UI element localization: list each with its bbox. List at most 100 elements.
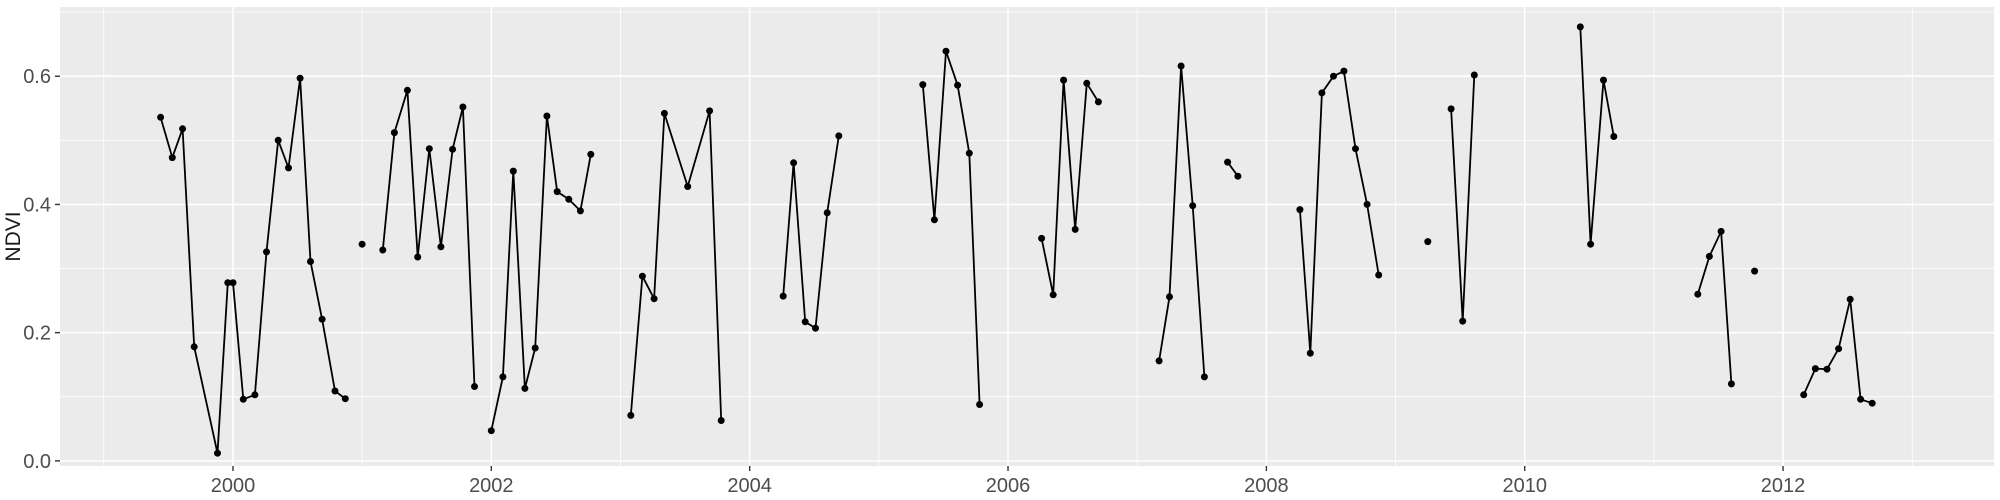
- data-point: [1318, 89, 1326, 97]
- data-point: [229, 279, 237, 287]
- data-point: [331, 387, 339, 395]
- data-point: [1234, 172, 1242, 180]
- data-point: [251, 391, 259, 399]
- data-line-segment: [1579, 25, 1615, 246]
- data-point: [1846, 295, 1854, 303]
- chart-panel: [60, 7, 1994, 466]
- data-point: [471, 383, 478, 390]
- x-tick-label: 2012: [1761, 475, 1806, 497]
- data-point: [576, 207, 584, 215]
- data-line-segment: [490, 115, 592, 432]
- data-point: [1363, 200, 1371, 208]
- data-point: [425, 145, 433, 153]
- data-point: [965, 149, 973, 157]
- data-point: [543, 112, 551, 120]
- data-point: [459, 103, 467, 111]
- data-line-segment: [1040, 79, 1100, 296]
- data-point: [1811, 365, 1819, 373]
- x-tick-label: 2010: [1502, 475, 1547, 497]
- data-point: [812, 324, 819, 332]
- data-point: [1727, 380, 1735, 388]
- data-point: [239, 395, 247, 403]
- data-point: [487, 427, 495, 435]
- data-point: [1038, 234, 1046, 242]
- data-point: [318, 315, 326, 323]
- data-point: [531, 344, 539, 352]
- data-point: [1717, 227, 1725, 235]
- data-point: [1224, 158, 1232, 166]
- data-point: [358, 240, 366, 248]
- data-point: [224, 279, 232, 287]
- data-point: [1083, 79, 1091, 87]
- data-point: [1296, 206, 1304, 214]
- data-point: [684, 183, 692, 190]
- data-point: [499, 373, 507, 381]
- data-point: [390, 129, 398, 137]
- data-point: [341, 395, 349, 403]
- data-point: [660, 109, 668, 117]
- data-point: [553, 188, 561, 196]
- data-point: [263, 248, 270, 256]
- data-point: [1459, 317, 1467, 325]
- data-point: [1189, 202, 1197, 210]
- data-point: [509, 167, 517, 175]
- data-point: [627, 411, 635, 419]
- data-point: [587, 150, 595, 158]
- data-point: [449, 145, 457, 153]
- data-point: [790, 159, 798, 167]
- data-point: [638, 272, 646, 280]
- y-tick-label: 0.4: [23, 194, 51, 216]
- data-point: [930, 216, 938, 224]
- data-line-segment: [921, 50, 981, 406]
- data-point: [717, 417, 725, 424]
- data-point: [835, 132, 843, 140]
- data-point: [1823, 365, 1831, 373]
- y-axis-title: NDVI: [2, 211, 25, 261]
- data-point: [650, 295, 658, 303]
- data-point: [1155, 357, 1163, 365]
- data-point: [1600, 76, 1607, 84]
- data-point: [1177, 62, 1185, 70]
- data-point: [942, 47, 950, 55]
- data-point: [1071, 225, 1079, 233]
- data-point: [307, 258, 314, 265]
- y-tick-label: 0.0: [23, 451, 51, 473]
- data-point: [379, 246, 387, 254]
- data-point: [919, 81, 927, 89]
- data-point: [285, 164, 292, 172]
- data-point: [954, 81, 962, 89]
- data-point: [779, 292, 787, 300]
- x-tick-label: 2004: [727, 475, 772, 497]
- data-point: [1375, 271, 1383, 279]
- data-point: [521, 384, 529, 392]
- x-tick-label: 2006: [986, 475, 1031, 497]
- data-point: [1835, 345, 1843, 353]
- data-point: [1447, 105, 1455, 113]
- data-point: [801, 318, 809, 326]
- data-point: [1200, 373, 1208, 381]
- data-point: [1330, 72, 1337, 80]
- data-point: [1306, 349, 1314, 357]
- data-point: [1470, 71, 1478, 79]
- data-point: [1751, 267, 1759, 275]
- data-point: [1610, 133, 1618, 140]
- data-point: [706, 107, 714, 115]
- data-point: [157, 113, 165, 121]
- data-point: [565, 195, 573, 203]
- data-point: [1857, 395, 1865, 403]
- data-line-segment: [782, 134, 840, 330]
- data-point: [1049, 291, 1057, 299]
- data-point: [1576, 23, 1584, 31]
- data-point: [1352, 145, 1359, 153]
- data-point: [1166, 293, 1173, 301]
- data-point: [1424, 238, 1432, 246]
- data-point: [1587, 240, 1595, 248]
- data-point: [296, 74, 304, 82]
- x-tick-label: 2002: [469, 475, 514, 497]
- x-tick-label: 2000: [211, 475, 256, 497]
- data-line-segment: [1696, 230, 1733, 385]
- data-point: [1060, 76, 1068, 84]
- data-point: [1340, 67, 1348, 75]
